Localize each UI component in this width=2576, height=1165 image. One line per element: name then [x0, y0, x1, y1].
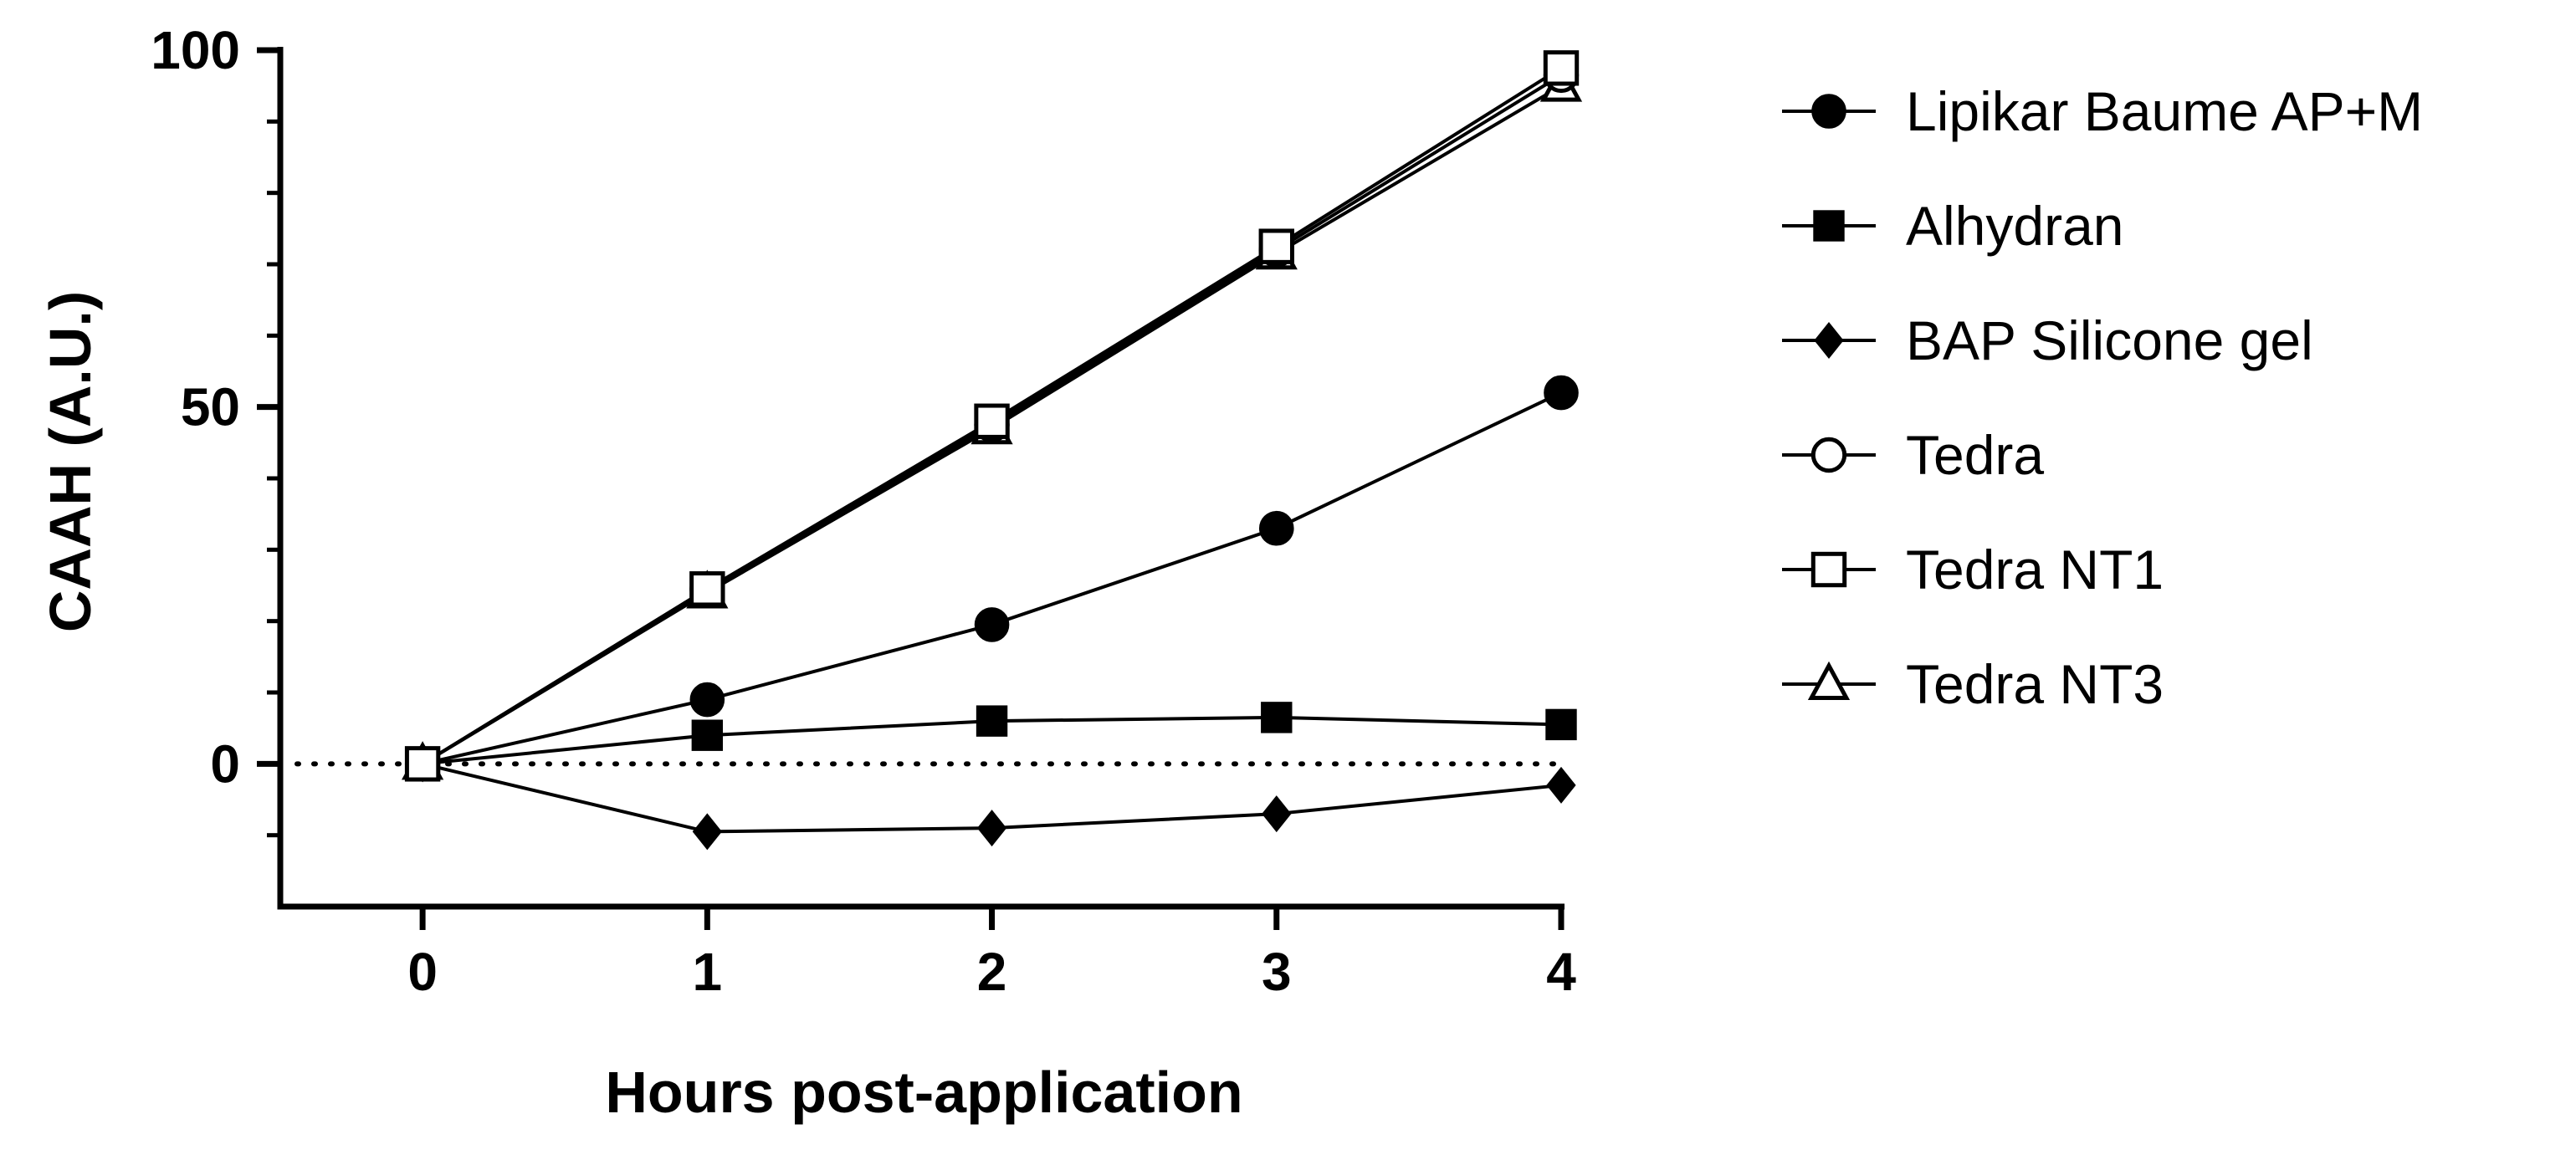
- legend-marker-3: [1814, 322, 1844, 359]
- y-tick-label: 50: [181, 377, 240, 437]
- data-point-5: [689, 571, 725, 607]
- legend-label-3: BAP Silicone gel: [1906, 309, 2313, 371]
- data-point-1: [1544, 375, 1579, 411]
- data-point-2: [691, 719, 724, 751]
- x-tick-label: 3: [1262, 942, 1292, 1002]
- x-tick-label: 1: [693, 942, 723, 1002]
- x-tick-label: 2: [977, 942, 1007, 1002]
- legend-marker-1: [1811, 94, 1846, 129]
- data-point-2: [1545, 708, 1577, 741]
- data-point-3: [976, 810, 1007, 847]
- data-point-5: [1258, 228, 1294, 264]
- y-axis-title: CAAH (A.U.): [38, 291, 103, 632]
- data-point-3: [692, 813, 722, 851]
- legend-label-1: Lipikar Baume AP+M: [1906, 80, 2423, 142]
- legend-label-4: Tedra: [1906, 424, 2044, 486]
- data-point-5: [974, 403, 1010, 439]
- legend-label-5: Tedra NT1: [1906, 539, 2164, 600]
- x-tick-label: 4: [1546, 942, 1576, 1002]
- legend-marker-5: [1810, 551, 1847, 588]
- y-tick-label: 100: [151, 20, 240, 80]
- y-tick-label: 0: [210, 733, 240, 794]
- legend-marker-2: [1813, 210, 1845, 242]
- legend-label-6: Tedra NT3: [1906, 653, 2164, 715]
- x-tick-label: 0: [407, 942, 438, 1002]
- legend-marker-4: [1810, 437, 1847, 473]
- data-point-1: [1258, 510, 1294, 546]
- legend-label-2: Alhydran: [1906, 195, 2124, 257]
- data-point-5: [404, 746, 441, 782]
- data-point-2: [976, 705, 1008, 737]
- data-point-3: [1546, 766, 1576, 804]
- data-point-1: [689, 682, 725, 718]
- data-point-1: [974, 607, 1010, 642]
- x-axis-title: Hours post-application: [605, 1060, 1242, 1125]
- data-point-2: [1261, 702, 1293, 733]
- data-point-5: [1543, 50, 1580, 86]
- data-point-3: [1262, 795, 1292, 833]
- legend-marker-6: [1807, 661, 1851, 700]
